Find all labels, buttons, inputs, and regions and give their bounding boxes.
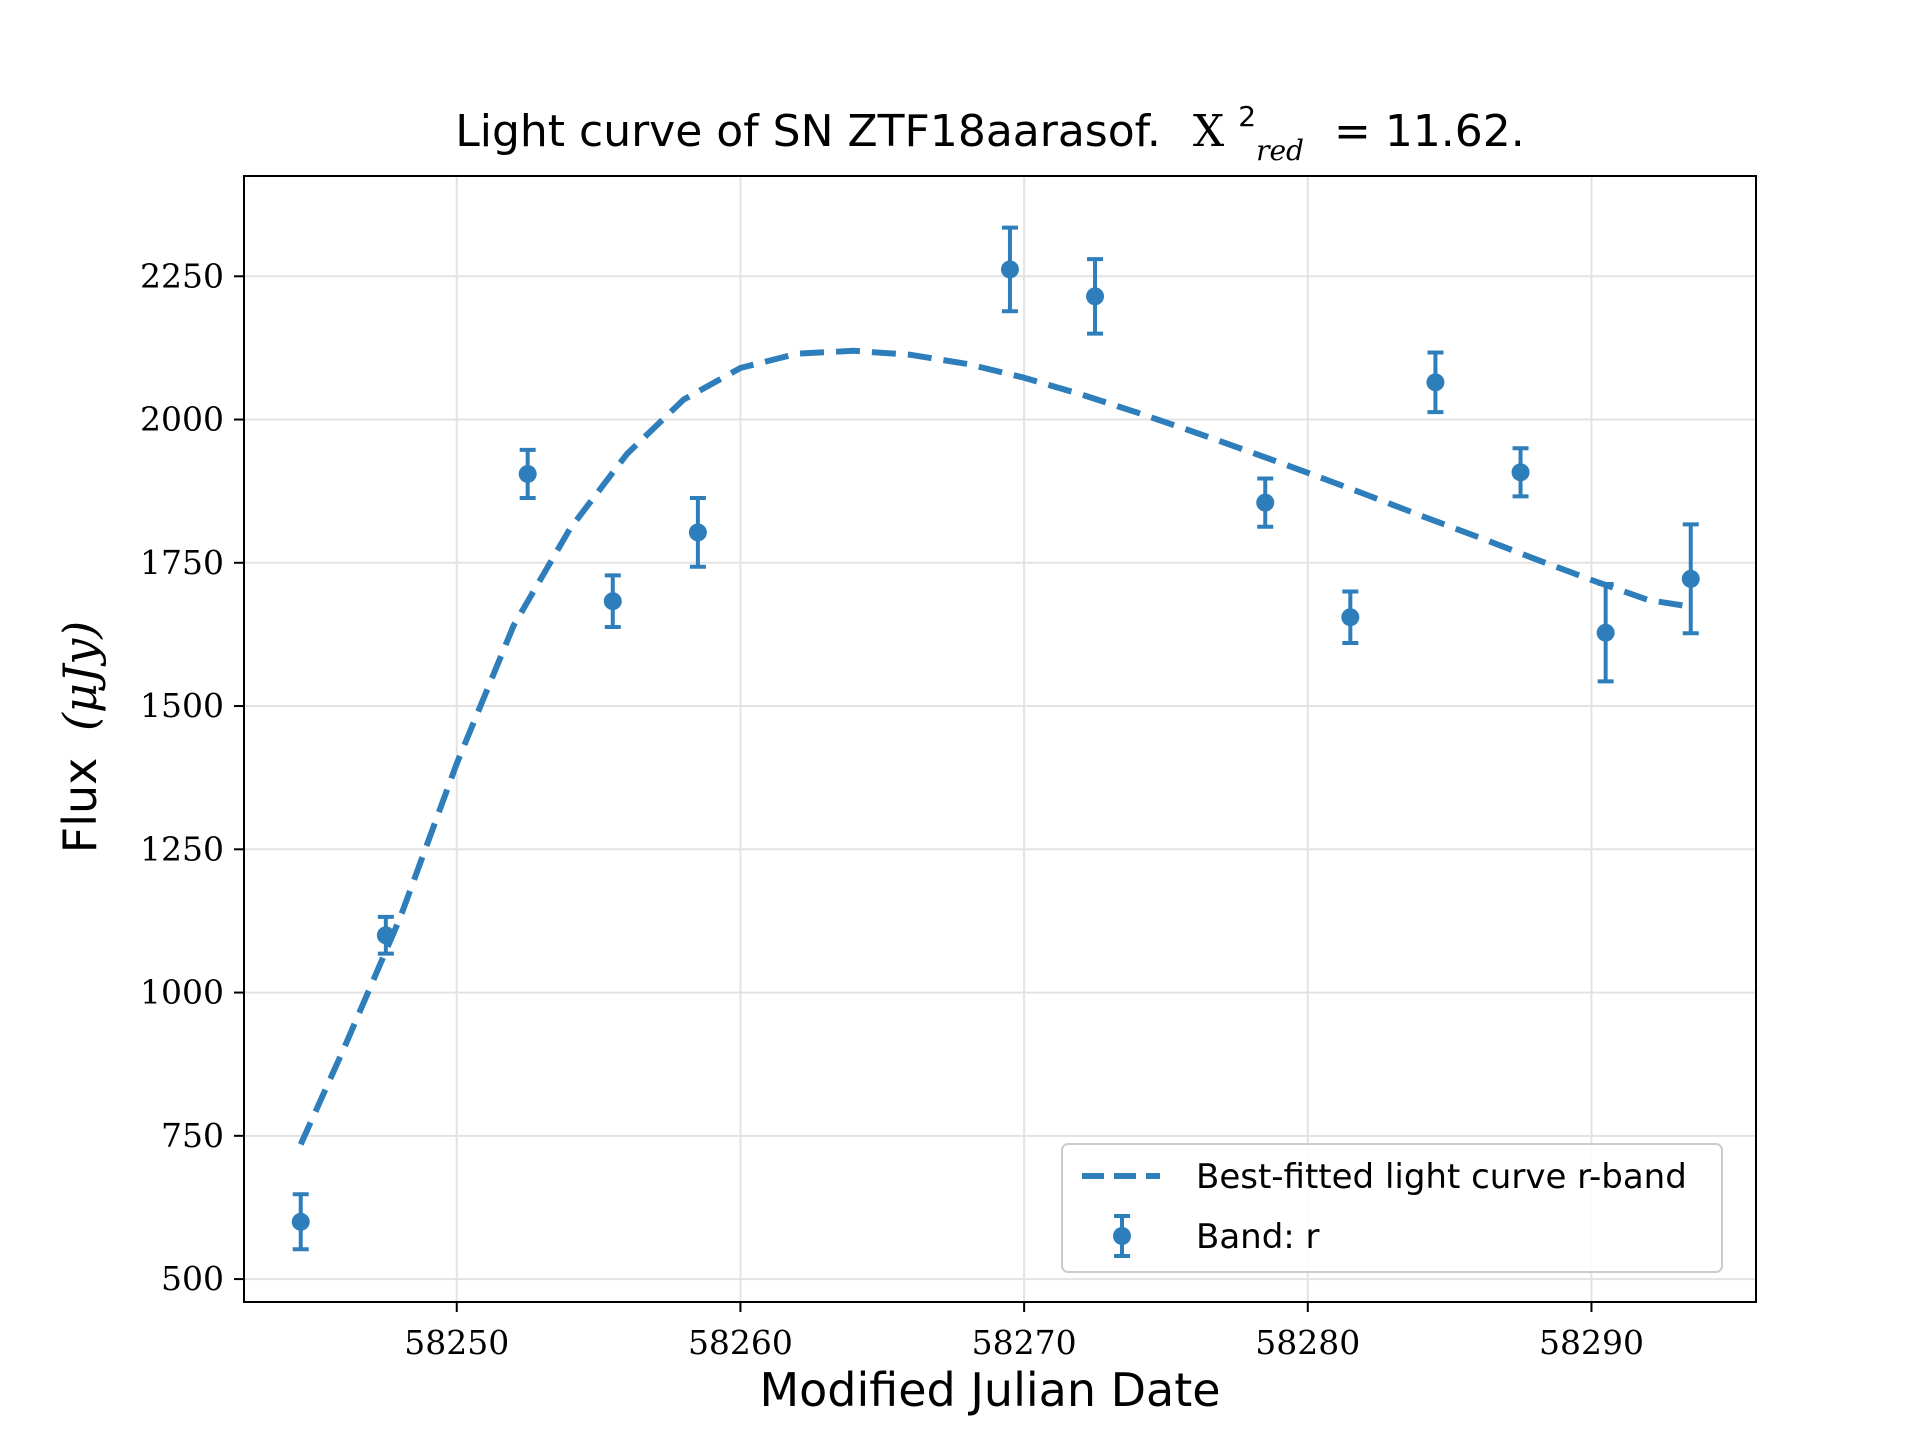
y-tick-label: 500: [161, 1259, 224, 1298]
data-point-with-errorbar: [376, 914, 395, 956]
legend-points-label: Band: r: [1196, 1217, 1320, 1257]
data-point: [376, 926, 395, 945]
x-tick-label: 58280: [1255, 1323, 1360, 1362]
data-point-with-errorbar: [518, 447, 537, 501]
data-point: [1426, 373, 1445, 392]
y-tick-label: 1250: [140, 829, 224, 868]
data-point: [291, 1212, 310, 1231]
series-layer: [291, 225, 1700, 1252]
data-point-with-errorbar: [1511, 446, 1530, 499]
data-point: [1511, 463, 1530, 482]
legend-fit-label: Best-fitted light curve r-band: [1196, 1157, 1687, 1197]
chart-title-stat-symbol: X: [1193, 106, 1225, 157]
data-point: [518, 464, 537, 483]
x-tick-label: 58290: [1539, 1323, 1644, 1362]
x-axis-label: Modified Julian Date: [759, 1363, 1220, 1417]
y-tick-label: 750: [161, 1116, 224, 1155]
data-point-with-errorbar: [1341, 589, 1360, 646]
data-point: [1256, 493, 1275, 512]
data-point: [688, 523, 707, 542]
y-tick-label: 2250: [140, 256, 224, 295]
data-point: [1596, 623, 1615, 642]
data-point: [1341, 608, 1360, 627]
plot-frame: [243, 175, 1757, 1303]
data-point: [1086, 287, 1105, 306]
x-tick-label: 58260: [688, 1323, 793, 1362]
y-tick-label: 1750: [140, 543, 224, 582]
y-tick-label: 1500: [140, 686, 224, 725]
data-point-with-errorbar: [688, 496, 707, 569]
data-point-with-errorbar: [1256, 476, 1275, 529]
data-point-with-errorbar: [1596, 581, 1615, 684]
grid-layer: [244, 176, 1756, 1302]
data-point: [1681, 569, 1700, 588]
data-point-with-errorbar: [1086, 257, 1105, 336]
y-tick-label: 1000: [140, 973, 224, 1012]
y-axis-label: Flux (μJy): [53, 621, 107, 853]
x-tick-label: 58270: [972, 1323, 1077, 1362]
legend: Best-fitted light curve r-band Band: r: [1061, 1143, 1723, 1273]
y-axis-label-text: Flux: [53, 758, 107, 854]
chart-title-stat-superscript: 2: [1238, 100, 1256, 133]
data-point-with-errorbar: [1426, 350, 1445, 415]
y-axis-label-units: (μJy): [53, 621, 107, 731]
chart-title-text: Light curve of SN ZTF18aarasof.: [455, 106, 1161, 157]
fit-curve-line: [297, 347, 1686, 1146]
chart-title-stat-subscript: red: [1256, 134, 1304, 167]
legend-points-swatch: [1113, 1214, 1131, 1258]
data-point-with-errorbar: [291, 1192, 310, 1252]
data-point-with-errorbar: [1000, 225, 1019, 314]
chart-title-stat-value: = 11.62.: [1334, 106, 1525, 157]
data-point: [1000, 260, 1019, 279]
ticks-layer: 58250 58260 58270 58280 58290 500 750 1000 1250 1…: [140, 256, 1644, 1362]
legend-box: [1061, 1143, 1723, 1273]
data-point-with-errorbar: [603, 573, 622, 629]
data-point-with-errorbar: [1681, 522, 1700, 636]
y-tick-label: 2000: [140, 400, 224, 439]
x-tick-label: 58250: [404, 1323, 509, 1362]
chart-title: Light curve of SN ZTF18aarasof. X 2 red …: [455, 86, 1525, 171]
data-point: [603, 592, 622, 611]
